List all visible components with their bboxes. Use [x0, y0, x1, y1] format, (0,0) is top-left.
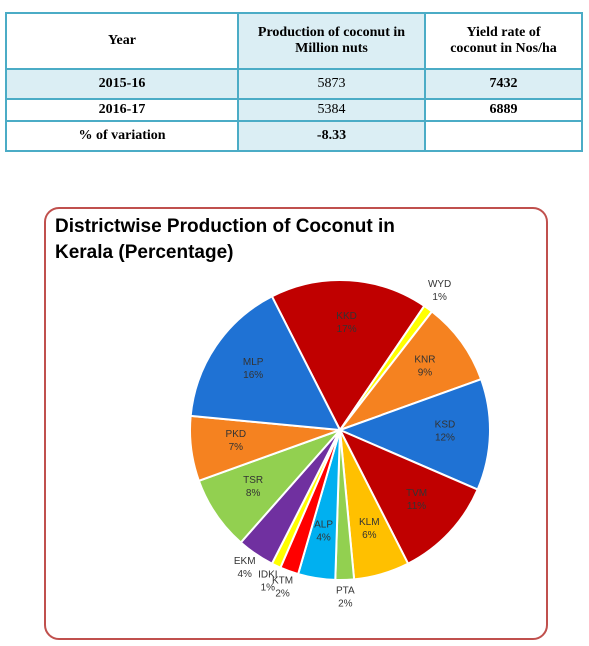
slice-label: PTA 2%: [336, 585, 355, 609]
slice-value-label: 12%: [435, 432, 455, 443]
pie-slice: [189, 295, 342, 432]
slice-value-label: 4%: [238, 569, 253, 580]
cell: 2015-16: [5, 68, 239, 100]
slice-category: KSD: [435, 419, 456, 430]
header-row: Year Production of coconut in Million nu…: [5, 12, 583, 70]
cell: 5384: [237, 98, 426, 122]
slice-label: KTM 2%: [272, 575, 293, 599]
header-cell: Yield rate of coconut in Nos/ha: [424, 12, 583, 70]
slice-category: PTA: [336, 585, 355, 596]
slice-value-label: 8%: [246, 488, 261, 499]
slice-value-label: 7%: [229, 442, 244, 453]
table-row: 2016-17 5384 6889: [5, 98, 583, 122]
slice-category: MLP: [243, 357, 264, 368]
slice-value-label: 1%: [432, 292, 447, 303]
cell: [424, 120, 583, 152]
slice-label: EKM 4%: [234, 556, 256, 580]
slice-label: KLM 6%: [359, 517, 380, 541]
slice-category: KNR: [414, 354, 435, 365]
header-cell: Year: [5, 12, 239, 70]
slice-label: TVM 11%: [406, 488, 427, 512]
slice-category: PKD: [226, 429, 247, 440]
slice-value-label: 16%: [243, 370, 263, 381]
slice-category: KTM: [272, 575, 293, 586]
slice-value-label: 6%: [362, 530, 377, 541]
slice-label: KSD 12%: [435, 419, 456, 443]
slice-category: ALP: [314, 520, 333, 531]
table-row: % of variation -8.33: [5, 120, 583, 152]
slice-category: EKM: [234, 556, 256, 567]
slice-category: TVM: [406, 488, 427, 499]
slice-value-label: 1%: [261, 582, 276, 593]
slice-value-label: 4%: [316, 533, 331, 544]
cell: 6889: [424, 98, 583, 122]
cell: 5873: [237, 68, 426, 100]
pie-slice: [337, 427, 479, 565]
slice-label: WYD 1%: [428, 279, 451, 303]
slice-value-label: 17%: [337, 324, 357, 335]
header-cell: Production of coconut in Million nuts: [237, 12, 426, 70]
slice-category: KLM: [359, 517, 380, 528]
slice-value-label: 9%: [418, 367, 433, 378]
slice-category: WYD: [428, 279, 451, 290]
cell: 2016-17: [5, 98, 239, 122]
pie-slice: [337, 377, 491, 491]
table-row: 2015-16 5873 7432: [5, 68, 583, 100]
title-box: Districtwise Production of Coconut in Ke…: [55, 216, 395, 263]
slice-label: IDKI 1%: [258, 569, 277, 593]
pie-slice: [337, 310, 483, 433]
slice-category: IDKI: [258, 569, 277, 580]
slice-label: KKD 17%: [336, 311, 357, 335]
cell: -8.33: [237, 120, 426, 152]
slice-category: KKD: [336, 311, 357, 322]
slice-value-label: 2%: [338, 598, 353, 609]
slice-label: TSR 8%: [243, 475, 263, 499]
chart-title: Districtwise Production of Coconut in Ke…: [55, 216, 395, 263]
slice-value-label: 11%: [407, 501, 426, 512]
slice-label: KNR 9%: [414, 354, 435, 378]
slice-value-label: 2%: [275, 588, 290, 599]
data-table: Year Production of coconut in Million nu…: [5, 12, 583, 152]
pie-slice: [270, 279, 426, 432]
cell: 7432: [424, 68, 583, 100]
slice-label: MLP 16%: [243, 357, 264, 381]
slice-label: PKD 7%: [226, 429, 247, 453]
slice-label: ALP 4%: [314, 520, 333, 544]
slice-category: TSR: [243, 475, 263, 486]
cell: % of variation: [5, 120, 239, 152]
